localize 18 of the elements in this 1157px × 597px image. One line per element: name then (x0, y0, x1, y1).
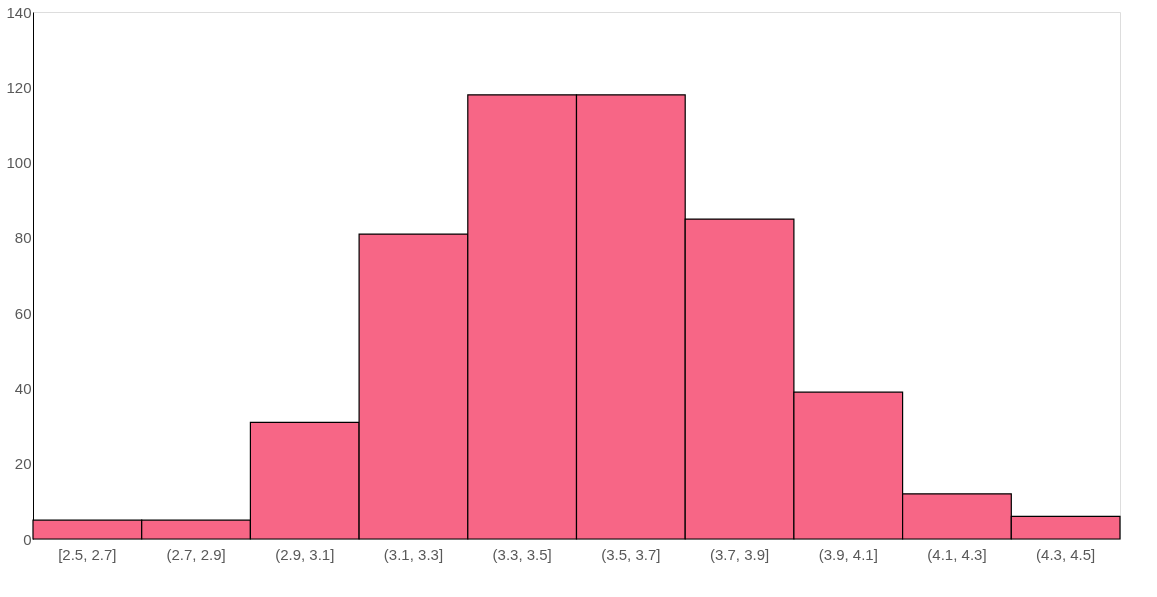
x-tick-label: (4.1, 4.3] (927, 545, 987, 563)
x-tick-label: (2.9, 3.1] (275, 545, 335, 563)
y-tick-label: 100 (6, 154, 32, 172)
x-tick-label: (3.7, 3.9] (709, 545, 770, 563)
y-tick-label: 20 (14, 455, 32, 473)
y-tick-label: 80 (14, 229, 32, 247)
x-tick-label: (3.9, 4.1] (818, 545, 878, 563)
y-tick-label: 0 (23, 530, 32, 548)
x-tick-label: (3.3, 3.5] (492, 545, 552, 563)
y-tick-label: 140 (6, 3, 32, 21)
y-tick-label: 40 (14, 379, 32, 397)
x-tick-label: (4.3, 4.5] (1036, 545, 1096, 563)
x-tick-label: (3.1, 3.3] (383, 545, 444, 563)
y-tick-label: 120 (6, 78, 32, 96)
x-tick-label: (2.7, 2.9] (166, 545, 226, 563)
y-tick-label: 60 (14, 304, 32, 322)
x-tick-label: [2.5, 2.7] (58, 545, 117, 563)
x-tick-label: (3.5, 3.7] (601, 545, 661, 563)
